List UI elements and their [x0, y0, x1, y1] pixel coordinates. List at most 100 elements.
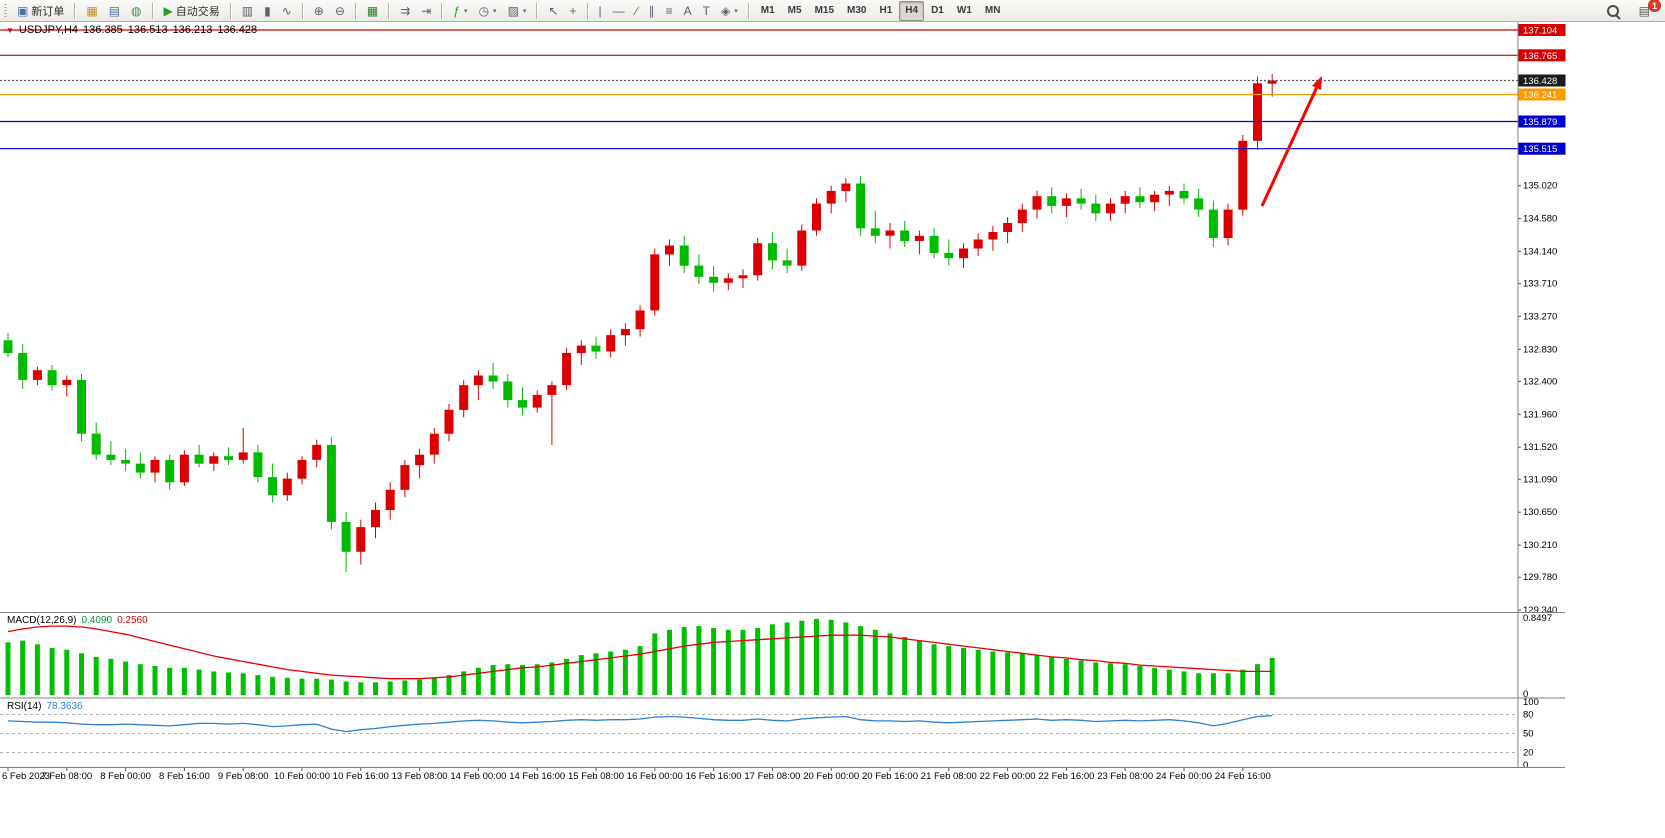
candlestick-chart-button[interactable]: ▮ — [259, 0, 276, 21]
svg-text:9 Feb 08:00: 9 Feb 08:00 — [218, 771, 269, 782]
bar-chart-button[interactable]: ▥ — [237, 0, 258, 21]
trendline-icon: ∕ — [635, 3, 638, 18]
svg-text:136.428: 136.428 — [1523, 76, 1557, 87]
search-button[interactable] — [1602, 0, 1624, 21]
new-order-button[interactable]: ▣ 新订单 — [12, 0, 69, 21]
svg-text:50: 50 — [1523, 729, 1534, 740]
rsi-indicator-label: RSI(14) 78.3636 — [7, 701, 83, 712]
templates-button[interactable]: ▨ ▾ — [503, 0, 532, 21]
candlesticks — [3, 74, 1277, 572]
fibonacci-icon: ≡ — [665, 3, 673, 18]
svg-text:16 Feb 16:00: 16 Feb 16:00 — [686, 771, 742, 782]
autotrade-icon: ▶ — [163, 3, 173, 18]
svg-text:17 Feb 08:00: 17 Feb 08:00 — [744, 771, 800, 782]
crosshair-icon: + — [569, 3, 577, 18]
chart-shift-button[interactable]: ⇥ — [416, 0, 436, 21]
zoom-in-button[interactable]: ⊕ — [309, 0, 329, 21]
rsi-pane — [0, 714, 1518, 753]
trendline-button[interactable]: ∕ — [631, 0, 643, 21]
bar-chart-icon: ▥ — [241, 3, 254, 18]
svg-text:16 Feb 00:00: 16 Feb 00:00 — [627, 771, 683, 782]
horizontal-line-icon: — — [612, 3, 625, 18]
svg-text:0: 0 — [1523, 760, 1528, 771]
svg-text:136.241: 136.241 — [1523, 90, 1557, 101]
timeframe-h4[interactable]: H4 — [899, 0, 925, 21]
svg-text:13 Feb 08:00: 13 Feb 08:00 — [392, 771, 448, 782]
toolbar-separator — [74, 2, 77, 19]
candlestick-chart-icon: ▮ — [264, 3, 271, 18]
data-window-button[interactable]: ▤ — [104, 0, 125, 21]
timeframe-w1[interactable]: W1 — [956, 5, 972, 16]
svg-text:6 Feb 2023: 6 Feb 2023 — [2, 771, 50, 782]
rsi-value: 78.3636 — [46, 701, 83, 712]
svg-text:136.765: 136.765 — [1523, 51, 1557, 62]
svg-text:132.830: 132.830 — [1523, 344, 1557, 355]
auto-scroll-button[interactable]: ⇉ — [395, 0, 415, 21]
channel-button[interactable]: ∥ — [644, 0, 660, 21]
svg-text:131.960: 131.960 — [1523, 409, 1557, 420]
timeframe-d1[interactable]: D1 — [931, 5, 944, 16]
tile-windows-button[interactable]: ▦ — [362, 0, 383, 21]
ohlc-low: 136.213 — [172, 24, 213, 36]
macd-pane — [5, 618, 1275, 696]
svg-text:14 Feb 16:00: 14 Feb 16:00 — [509, 771, 565, 782]
price-lines[interactable] — [0, 29, 1518, 150]
market-watch-icon: ▦ — [86, 3, 98, 18]
zoom-in-icon: ⊕ — [313, 3, 324, 18]
cursor-button[interactable]: ↖ — [543, 0, 563, 21]
vertical-line-button[interactable]: | — [594, 0, 607, 21]
svg-text:129.340: 129.340 — [1523, 605, 1557, 616]
svg-text:14 Feb 00:00: 14 Feb 00:00 — [450, 771, 506, 782]
label-button[interactable]: T — [698, 0, 715, 21]
horizontal-line-button[interactable]: — — [608, 0, 630, 21]
svg-text:134.140: 134.140 — [1523, 246, 1557, 257]
svg-text:21 Feb 08:00: 21 Feb 08:00 — [921, 771, 977, 782]
timeframe-m15[interactable]: M15 — [814, 5, 835, 16]
ohlc-high: 136.513 — [127, 24, 168, 36]
crosshair-button[interactable]: + — [564, 0, 581, 21]
text-button[interactable]: A — [679, 0, 697, 21]
timeframe-h1[interactable]: H1 — [879, 5, 893, 16]
svg-text:133.710: 133.710 — [1523, 279, 1557, 290]
toolbar-separator — [301, 2, 304, 19]
svg-text:135.020: 135.020 — [1523, 181, 1557, 192]
svg-text:22 Feb 00:00: 22 Feb 00:00 — [980, 771, 1036, 782]
channel-icon: ∥ — [648, 3, 655, 18]
svg-text:22 Feb 16:00: 22 Feb 16:00 — [1038, 771, 1094, 782]
indicators-button[interactable]: ƒ ▾ — [448, 0, 472, 21]
timeframe-mn[interactable]: MN — [984, 5, 1001, 16]
toolbar-grip[interactable] — [4, 3, 7, 18]
periods-icon: ◷ — [478, 3, 490, 18]
text-icon: A — [683, 3, 692, 18]
trend-arrow-annotation[interactable] — [1260, 76, 1322, 207]
svg-text:134.580: 134.580 — [1523, 214, 1557, 225]
price-axis[interactable]: 137.104 136.765 136.428 136.241 135.879 135.5… — [1518, 24, 1566, 771]
new-order-button-label: 新订单 — [31, 5, 65, 18]
market-watch-button[interactable]: ▦ — [81, 0, 102, 21]
navigator-button[interactable]: ◍ — [126, 0, 146, 21]
main-toolbar: ▣ 新订单 ▦ ▤ ◍ ▶ 自动交易 ▥ ▮ ∿ ⊕ ⊖ ▦ ⇉ ⇥ ƒ ▾ ◷ ▾ ▨ ▾ ↖ + | — ∕ ∥ ≡ A T ◈ ▾ M1… — [0, 0, 1665, 22]
timeframe-m1[interactable]: M1 — [760, 5, 775, 16]
svg-text:129.780: 129.780 — [1523, 572, 1557, 583]
notifications-button[interactable]: ▤ 1 — [1634, 0, 1661, 21]
svg-text:133.270: 133.270 — [1523, 311, 1557, 322]
pane-dividers[interactable] — [0, 22, 1565, 768]
svg-text:130.650: 130.650 — [1523, 507, 1557, 518]
timeframe-m5[interactable]: M5 — [787, 5, 802, 16]
svg-text:0: 0 — [1523, 689, 1528, 700]
toolbar-separator — [441, 2, 444, 19]
zoom-out-button[interactable]: ⊖ — [330, 0, 350, 21]
autotrade-button[interactable]: ▶ 自动交易 — [159, 0, 225, 21]
shapes-button[interactable]: ◈ ▾ — [716, 0, 743, 21]
svg-text:135.515: 135.515 — [1523, 144, 1557, 155]
shapes-icon: ◈ — [721, 3, 731, 18]
ohlc-open: 136.385 — [83, 24, 123, 36]
toolbar-separator — [229, 2, 232, 19]
symbol-timeframe-text: USDJPY,H4 — [18, 24, 79, 36]
periods-button[interactable]: ◷ ▾ — [474, 0, 502, 21]
line-chart-button[interactable]: ∿ — [277, 0, 297, 21]
svg-text:7 Feb 08:00: 7 Feb 08:00 — [41, 771, 92, 782]
fibonacci-button[interactable]: ≡ — [661, 0, 678, 21]
timeframe-m30[interactable]: M30 — [847, 5, 867, 16]
